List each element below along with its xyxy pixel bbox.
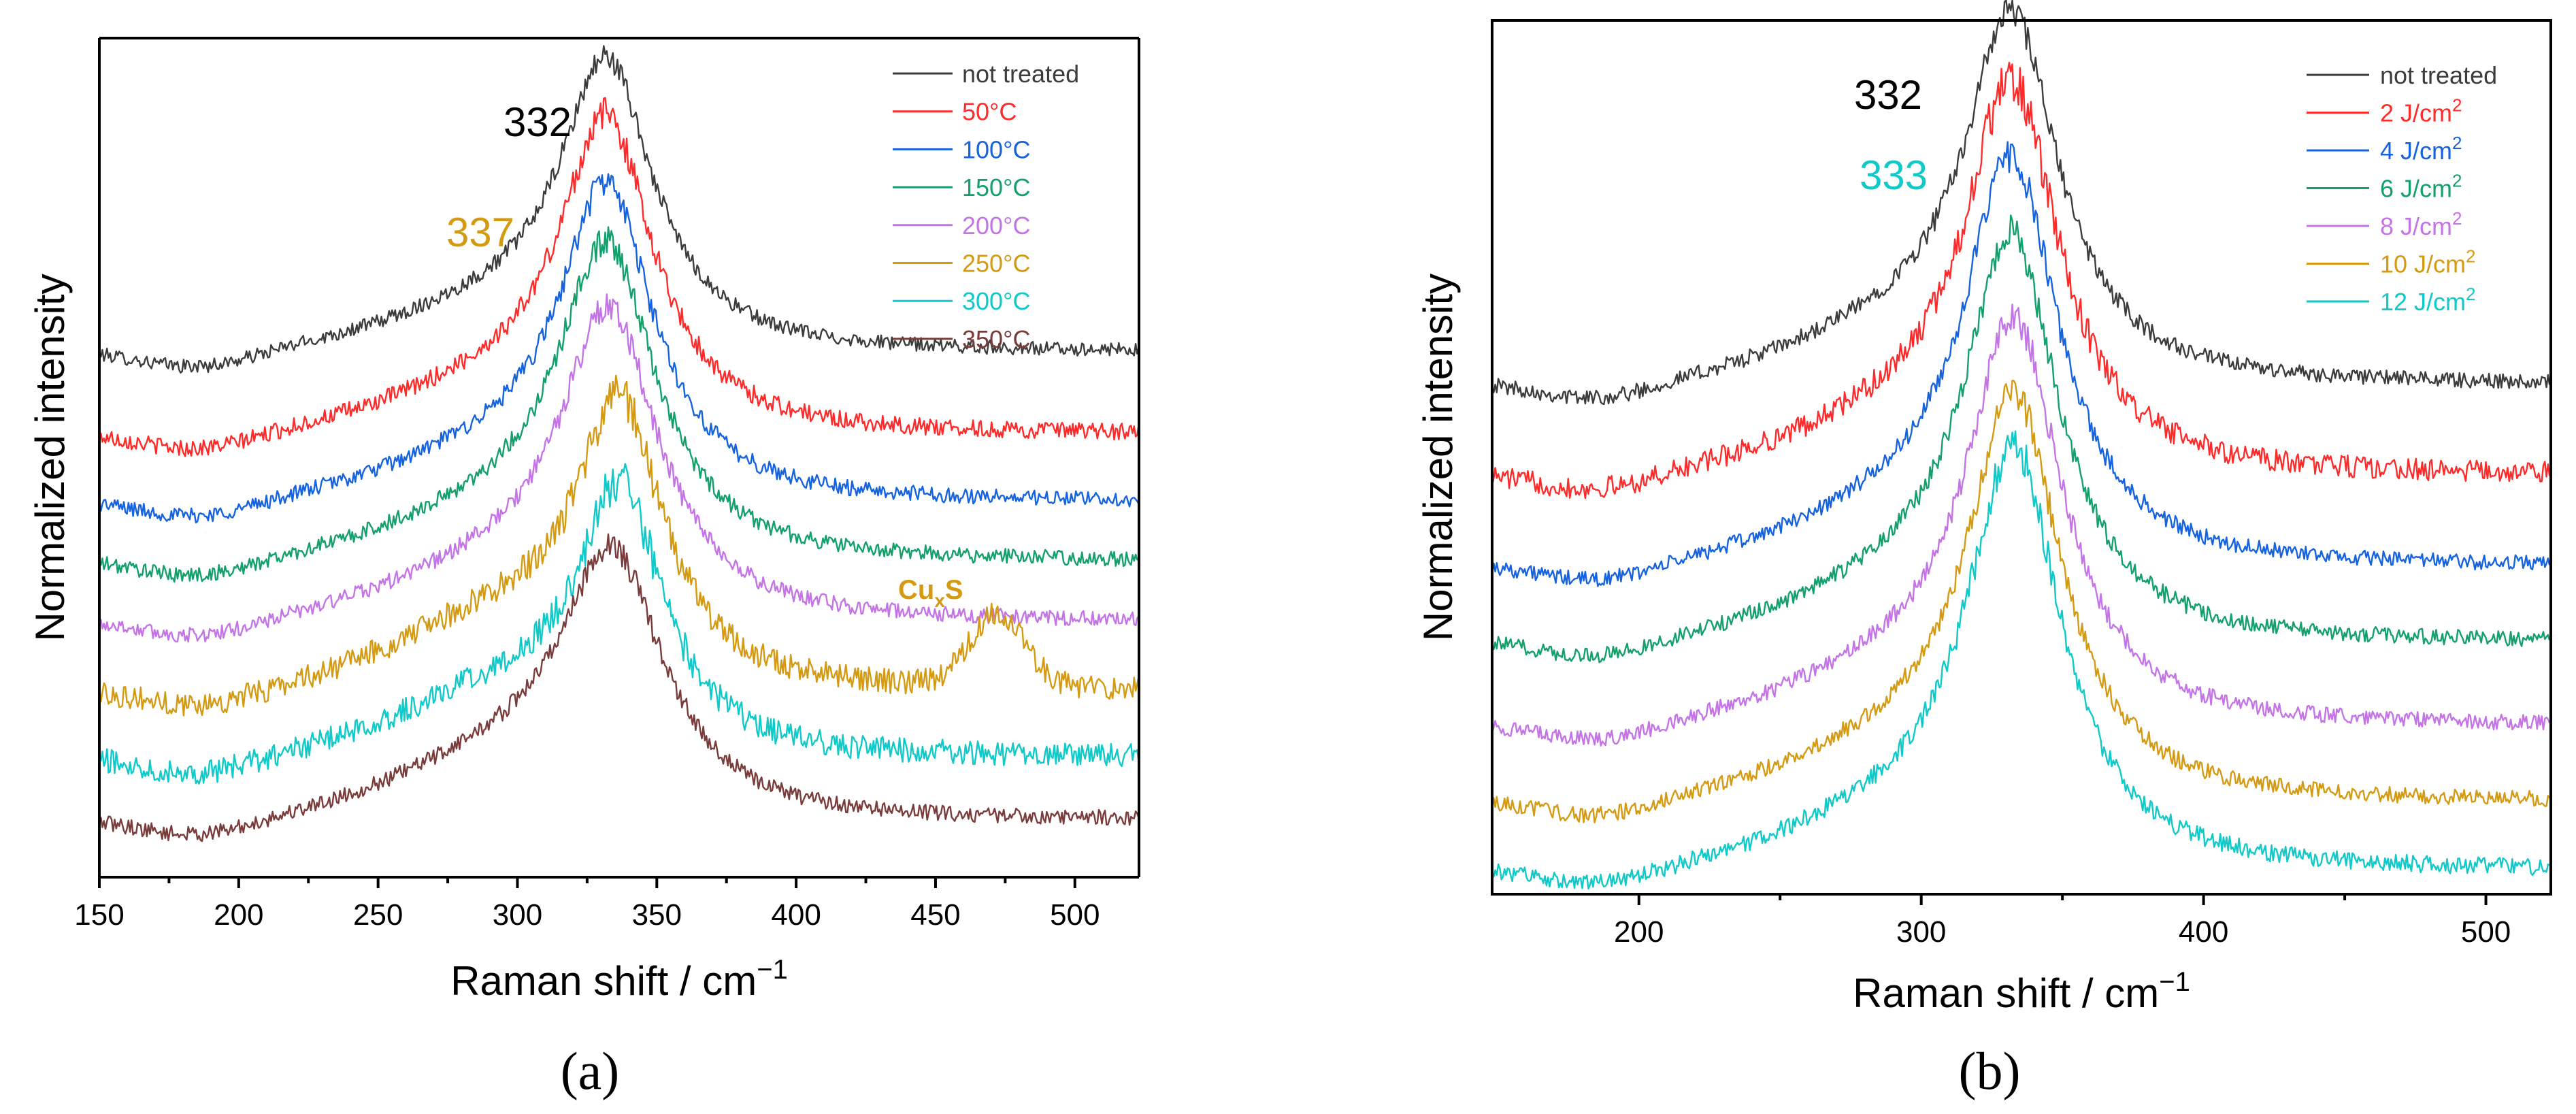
x-axis-title-text: Raman shift / cm (450, 958, 757, 1004)
x-tick-label: 250 (353, 898, 403, 932)
legend-entry: 100°C (962, 135, 1030, 163)
panel-b: 200 300 400 500 Raman shift / cm−1 Normalized… (1415, 0, 2552, 1100)
x-tick-label: 450 (910, 898, 960, 932)
panel-a: 150 200 250 300 350 400 450 500 Raman shift / cm… (27, 37, 1140, 1100)
series-line-1 (98, 45, 1140, 374)
series-line-3 (98, 173, 1140, 524)
legend-entry: 2 J/cm2 (2380, 95, 2462, 127)
cuxs-annotation: CuxS (898, 575, 963, 611)
axes-frame (1491, 19, 2552, 896)
x-axis-title: Raman shift / cm−1 (450, 955, 788, 1004)
x-tick-label: 200 (214, 898, 263, 932)
y-axis-title: Normalized intensity (27, 274, 73, 641)
series-line-6 (98, 374, 1140, 717)
legend-entry: 250°C (962, 250, 1030, 278)
series-line-1 (1491, 0, 2551, 406)
legend-entry: 6 J/cm2 (2380, 171, 2462, 203)
x-tick-label: 300 (1896, 915, 1946, 949)
panel-caption: (a) (561, 1041, 620, 1100)
series-line-2 (99, 97, 1140, 457)
series-line-4 (98, 226, 1139, 583)
legend-entry: 150°C (962, 174, 1030, 201)
legend-entry: 200°C (962, 212, 1030, 240)
x-axis-title-exponent: −1 (2159, 967, 2190, 997)
x-axis-title: Raman shift / cm−1 (1853, 967, 2190, 1016)
legend-entry: 8 J/cm2 (2380, 208, 2462, 240)
panel-caption: (b) (1959, 1041, 2021, 1100)
peak-label: 332 (503, 99, 572, 145)
legend-entry: not treated (2380, 61, 2497, 89)
series-line-7 (1491, 430, 2550, 890)
series-line-5 (1491, 304, 2551, 747)
legend-entry: 10 J/cm2 (2380, 246, 2476, 278)
legend-entry: 50°C (962, 98, 1017, 126)
legend-entry: 300°C (962, 287, 1030, 315)
peak-label: 333 (1860, 152, 1928, 198)
x-tick-label: 400 (2179, 915, 2228, 949)
series-line-3 (1491, 141, 2551, 587)
series-line-4 (1491, 214, 2551, 664)
x-tick-label: 200 (1614, 915, 1664, 949)
series-line-5 (99, 293, 1140, 643)
y-axis-title: Normalized intensity (1415, 274, 1461, 641)
legend-entry: 350°C (962, 325, 1030, 353)
series-line-7 (98, 463, 1140, 785)
series-line-8 (99, 533, 1140, 842)
x-tick-label: 400 (771, 898, 821, 932)
x-tick-label: 150 (74, 898, 124, 932)
legend-entry: 12 J/cm2 (2380, 284, 2476, 316)
legend-entry: 4 J/cm2 (2380, 133, 2462, 165)
series-line-2 (1491, 61, 2551, 499)
x-tick-label: 500 (1050, 898, 1100, 932)
x-tick-label: 300 (493, 898, 542, 932)
peak-label: 337 (446, 210, 514, 255)
x-axis-title-text: Raman shift / cm (1853, 970, 2159, 1016)
peak-label: 332 (1854, 72, 1922, 118)
legend-entry: not treated (962, 60, 1079, 88)
series-line-6 (1491, 380, 2551, 823)
x-tick-label: 350 (632, 898, 682, 932)
x-axis-title-exponent: −1 (757, 955, 788, 985)
x-tick-label: 500 (2461, 915, 2511, 949)
